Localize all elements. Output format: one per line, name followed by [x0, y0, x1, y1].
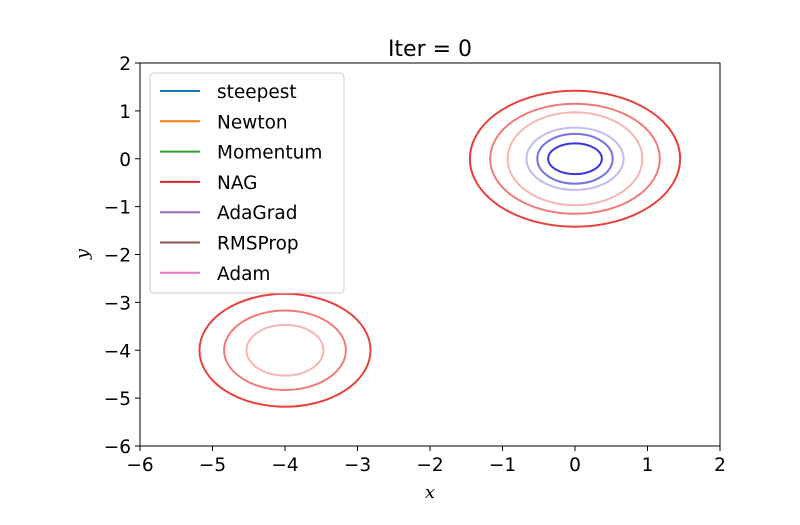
y-tick-label: 0	[119, 150, 131, 171]
legend-label-adam: Adam	[217, 264, 270, 285]
x-tick-label: −1	[489, 455, 516, 476]
contour-line-8	[245, 323, 325, 377]
y-tick-label: 1	[119, 102, 131, 123]
legend-label-rmsprop: RMSProp	[217, 234, 299, 255]
legend-label-adagrad: AdaGrad	[217, 203, 297, 224]
chart-title: Iter = 0	[388, 37, 472, 62]
contour-line-3	[525, 126, 625, 191]
y-tick-label: −3	[104, 293, 131, 314]
x-tick-label: 0	[569, 455, 581, 476]
x-tick-label: 2	[714, 455, 726, 476]
contour-line-5	[547, 142, 603, 176]
y-tick-label: 2	[119, 54, 131, 75]
x-axis-label: x	[425, 482, 435, 503]
contour-line-0	[468, 89, 682, 228]
contour-line-6	[198, 292, 372, 408]
contour-line-4	[536, 132, 614, 185]
y-tick-label: −4	[104, 341, 131, 362]
x-tick-label: −4	[271, 455, 298, 476]
contour-lines	[198, 89, 682, 408]
y-axis-ticks: −6 −5 −4 −3 −2 −1 0 1 2	[104, 54, 140, 458]
y-tick-label: −2	[104, 246, 131, 267]
y-tick-label: −5	[104, 389, 131, 410]
x-axis-ticks: −6 −5 −4 −3 −2 −1 0 1 2	[126, 446, 726, 476]
x-tick-label: −6	[126, 455, 153, 476]
legend-label-nag: NAG	[217, 173, 258, 194]
y-tick-label: −1	[104, 198, 131, 219]
legend-label-newton: Newton	[217, 112, 288, 133]
contour-line-1	[489, 102, 661, 215]
x-tick-label: 1	[642, 455, 654, 476]
y-axis-label: y	[72, 248, 93, 260]
x-tick-label: −5	[199, 455, 226, 476]
contour-line-2	[506, 111, 644, 207]
legend-box	[149, 72, 345, 294]
legend-label-momentum: Momentum	[217, 143, 322, 164]
legend-label-steepest: steepest	[217, 82, 297, 103]
contour-line-7	[223, 309, 347, 391]
y-tick-label: −6	[104, 437, 131, 458]
x-tick-label: −3	[344, 455, 371, 476]
legend: steepest Newton Momentum NAG AdaGrad RMSProp A…	[149, 72, 345, 294]
x-tick-label: −2	[416, 455, 443, 476]
